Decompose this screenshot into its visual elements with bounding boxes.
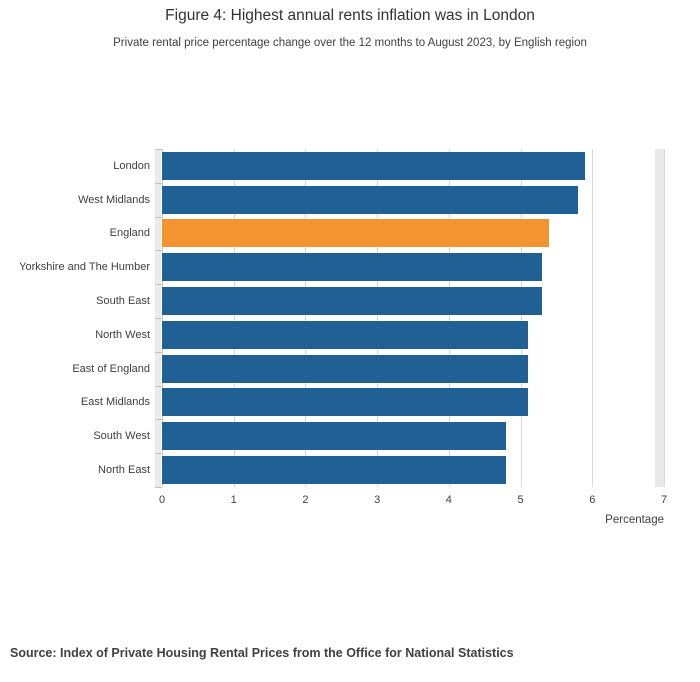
y-axis-tick	[155, 419, 162, 420]
x-axis-title: Percentage	[605, 514, 664, 526]
y-axis-tick	[155, 352, 162, 353]
bar-track	[162, 422, 664, 451]
axis-gap	[150, 217, 162, 251]
bar-track	[162, 253, 664, 282]
bar-row: West Midlands	[0, 183, 700, 217]
bar-west-midlands[interactable]	[162, 185, 578, 214]
gridline	[377, 149, 379, 487]
x-tick-label: 7	[660, 494, 668, 506]
bar-east-of-england[interactable]	[162, 354, 528, 383]
bar-track	[162, 151, 664, 180]
bar-row: South East	[0, 284, 700, 318]
x-tick-label: 6	[589, 494, 596, 506]
gridline	[448, 149, 450, 487]
x-axis-labels: 0 1 2 3 4 5 6 7	[0, 494, 700, 508]
y-axis-tick	[155, 183, 162, 184]
bar-row: East of England	[0, 352, 700, 386]
bar-rows: London West Midlands England Yorkshire and …	[0, 149, 700, 487]
category-label: North West	[95, 328, 150, 341]
bar-track	[162, 388, 664, 417]
y-axis-tick	[155, 250, 162, 251]
bar-east-midlands[interactable]	[162, 388, 528, 417]
y-axis-tick	[155, 386, 162, 387]
bar-yorkshire-and-the-humber[interactable]	[162, 253, 543, 282]
gridline	[233, 149, 235, 487]
y-axis-tick	[155, 149, 162, 150]
category-label: West Midlands	[78, 193, 150, 206]
axis-gap	[150, 352, 162, 386]
bar-track	[162, 287, 664, 316]
axis-gap	[150, 183, 162, 217]
bar-england[interactable]	[162, 219, 550, 248]
bar-row: North West	[0, 318, 700, 352]
bar-south-west[interactable]	[162, 422, 507, 451]
bar-north-west[interactable]	[162, 320, 528, 349]
category-label: North East	[98, 464, 150, 477]
axis-gap	[150, 419, 162, 453]
gridline	[305, 149, 307, 487]
x-tick-label: 5	[517, 494, 524, 506]
x-tick-label: 2	[302, 494, 309, 506]
x-tick-label: 3	[374, 494, 381, 506]
y-axis-tick	[155, 284, 162, 285]
gridline	[162, 149, 163, 487]
bar-track	[162, 185, 664, 214]
bar-row: South West	[0, 419, 700, 453]
category-label: South East	[96, 295, 150, 308]
category-label: East of England	[72, 362, 150, 375]
axis-gap	[150, 149, 162, 183]
category-label: Yorkshire and The Humber	[19, 261, 150, 274]
gridline	[664, 149, 665, 487]
bar-north-east[interactable]	[162, 456, 507, 485]
plot-right-band	[655, 149, 664, 487]
category-label: London	[113, 159, 150, 172]
bar-track	[162, 456, 664, 485]
gridline	[520, 149, 522, 487]
axis-gap	[150, 284, 162, 318]
axis-gap	[150, 250, 162, 284]
bar-row: London	[0, 149, 700, 183]
bar-track	[162, 354, 664, 383]
source-note: Source: Index of Private Housing Rental …	[10, 646, 514, 660]
bar-row: Yorkshire and The Humber	[0, 250, 700, 284]
bar-london[interactable]	[162, 151, 586, 180]
bar-row: England	[0, 217, 700, 251]
chart-title: Figure 4: Highest annual rents inflation…	[165, 7, 535, 24]
bar-row: North East	[0, 453, 700, 487]
axis-gap	[150, 453, 162, 487]
axis-gap	[150, 386, 162, 420]
bar-row: East Midlands	[0, 386, 700, 420]
axis-gap	[150, 318, 162, 352]
category-label: England	[109, 227, 150, 240]
x-tick-label: 4	[445, 494, 452, 506]
bar-track	[162, 219, 664, 248]
y-axis-tick	[155, 318, 162, 319]
chart-subtitle: Private rental price percentage change o…	[113, 37, 587, 49]
bar-track	[162, 320, 664, 349]
x-tick-label: 0	[158, 494, 166, 506]
y-axis-tick	[155, 217, 162, 218]
category-label: South West	[93, 430, 150, 443]
gridline	[592, 149, 594, 487]
category-label: East Midlands	[80, 396, 150, 409]
grid-overlay	[155, 149, 665, 488]
y-axis-tick	[155, 487, 162, 488]
x-tick-label: 1	[230, 494, 237, 506]
y-axis-tick	[155, 453, 162, 454]
bar-south-east[interactable]	[162, 287, 543, 316]
